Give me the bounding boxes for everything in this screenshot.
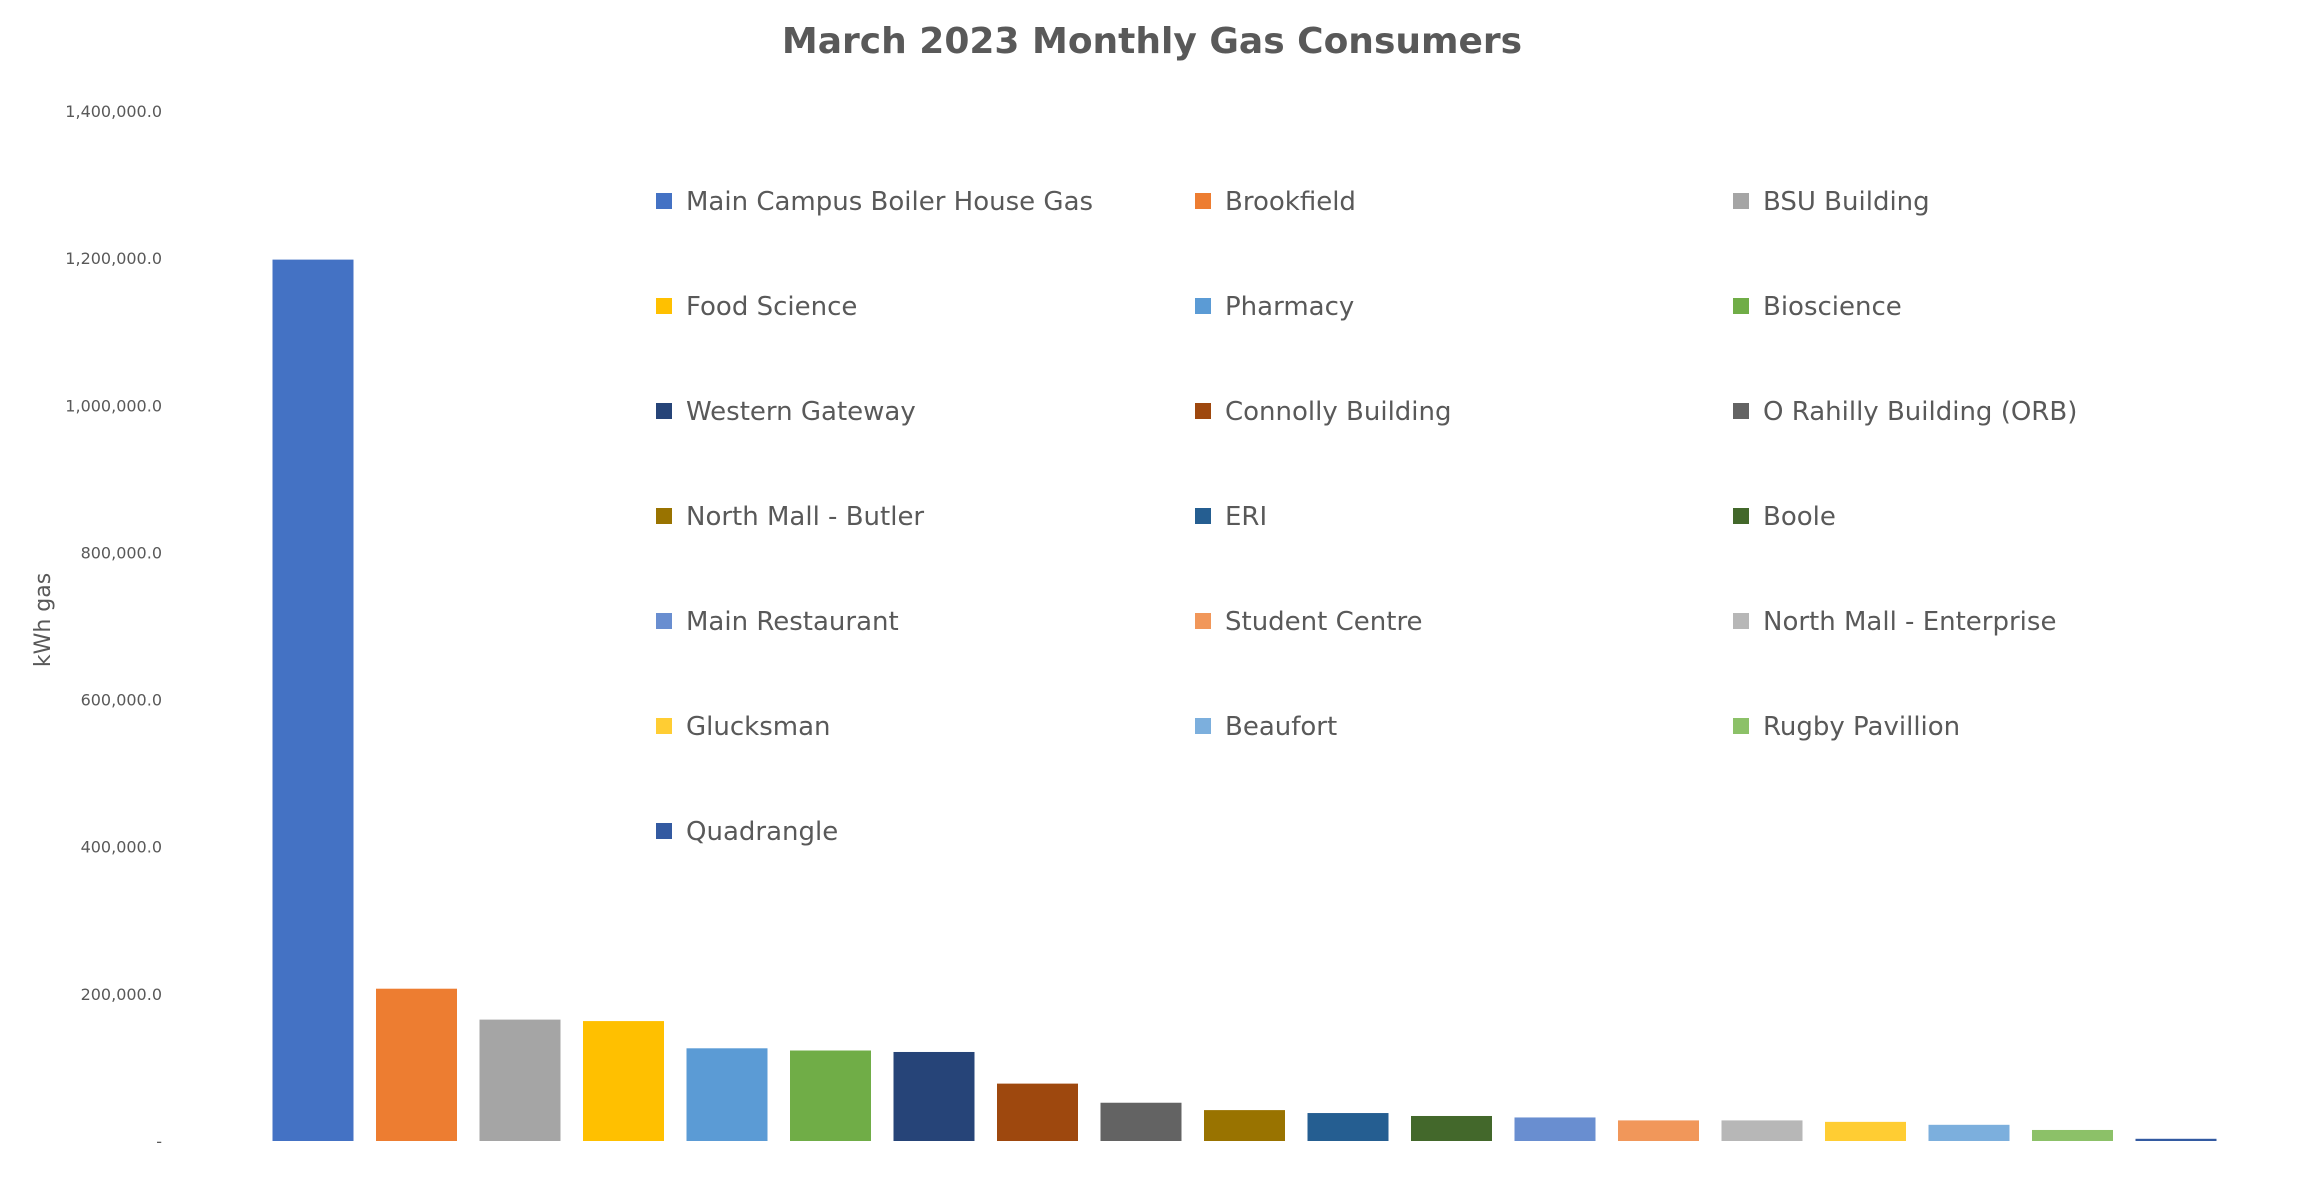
legend-item: Bioscience — [1733, 292, 1902, 322]
bar-north-mall-butler — [1204, 1110, 1285, 1141]
bar-bsu-building — [479, 1019, 561, 1141]
legend-swatch — [1733, 613, 1749, 629]
legend-item: Boole — [1733, 502, 1836, 532]
legend-item: Food Science — [656, 292, 857, 322]
bar-connolly-building — [997, 1083, 1078, 1141]
legend-label: Glucksman — [686, 712, 831, 742]
legend: Main Campus Boiler House Gas Brookfield BS… — [656, 187, 2077, 847]
y-tick-label: 800,000.0 — [81, 543, 162, 562]
legend-item: BSU Building — [1733, 187, 1930, 217]
bar-main-campus-boiler-house-gas — [272, 259, 354, 1142]
y-axis-ticks: - 200,000.0 400,000.0 600,000.0 800,000.0 1,0… — [65, 102, 162, 1151]
chart-title: March 2023 Monthly Gas Consumers — [782, 21, 1522, 62]
legend-label: BSU Building — [1763, 187, 1930, 217]
legend-swatch — [1195, 193, 1211, 209]
bar-main-restaurant — [1514, 1117, 1596, 1141]
legend-item: North Mall - Butler — [656, 502, 924, 532]
legend-item: Main Campus Boiler House Gas — [656, 187, 1093, 217]
bar-quadrangle — [2135, 1138, 2217, 1141]
y-tick-label: 600,000.0 — [81, 691, 162, 710]
bar-bioscience — [790, 1050, 871, 1141]
bar-brookfield — [376, 988, 457, 1141]
legend-swatch — [1733, 508, 1749, 524]
legend-label: Beaufort — [1225, 712, 1337, 742]
legend-swatch — [656, 508, 672, 524]
legend-item: Brookfield — [1195, 187, 1356, 217]
bar-rugby-pavillion — [2032, 1129, 2113, 1141]
legend-item: Western Gateway — [656, 397, 916, 427]
legend-label: ERI — [1225, 502, 1267, 532]
y-tick-label: 400,000.0 — [81, 838, 162, 857]
legend-item: Beaufort — [1195, 712, 1337, 742]
legend-item: Rugby Pavillion — [1733, 712, 1960, 742]
legend-label: Quadrangle — [686, 817, 838, 847]
y-tick-label: 1,000,000.0 — [65, 396, 162, 415]
bar-boole — [1411, 1115, 1492, 1141]
legend-swatch — [656, 718, 672, 734]
legend-label: Brookfield — [1225, 187, 1356, 217]
y-tick-label: - — [156, 1132, 162, 1151]
legend-swatch — [1733, 403, 1749, 419]
legend-item: Quadrangle — [656, 817, 838, 847]
legend-label: Bioscience — [1763, 292, 1902, 322]
legend-swatch — [1733, 298, 1749, 314]
legend-swatch — [1195, 508, 1211, 524]
legend-swatch — [656, 403, 672, 419]
legend-label: Main Campus Boiler House Gas — [686, 187, 1093, 217]
y-tick-label: 1,400,000.0 — [65, 102, 162, 121]
legend-label: Main Restaurant — [686, 607, 899, 637]
legend-swatch — [1195, 613, 1211, 629]
legend-label: Boole — [1763, 502, 1836, 532]
legend-swatch — [656, 613, 672, 629]
y-tick-label: 1,200,000.0 — [65, 249, 162, 268]
bar-north-mall-enterprise — [1721, 1120, 1803, 1141]
legend-label: Connolly Building — [1225, 397, 1452, 427]
legend-swatch — [1733, 193, 1749, 209]
legend-item: Main Restaurant — [656, 607, 899, 637]
legend-swatch — [1195, 718, 1211, 734]
bar-beaufort — [1928, 1124, 2010, 1141]
legend-item: ERI — [1195, 502, 1267, 532]
bar-western-gateway — [893, 1051, 975, 1141]
bar-o-rahilly-building-orb — [1100, 1102, 1182, 1141]
legend-swatch — [656, 193, 672, 209]
legend-item: Student Centre — [1195, 607, 1423, 637]
bar-glucksman — [1825, 1121, 1906, 1141]
legend-swatch — [656, 298, 672, 314]
legend-label: Student Centre — [1225, 607, 1423, 637]
bar-pharmacy — [686, 1048, 768, 1141]
y-tick-label: 200,000.0 — [81, 985, 162, 1004]
legend-item: Connolly Building — [1195, 397, 1452, 427]
legend-label: Rugby Pavillion — [1763, 712, 1960, 742]
legend-label: Pharmacy — [1225, 292, 1354, 322]
legend-label: Western Gateway — [686, 397, 916, 427]
legend-swatch — [1733, 718, 1749, 734]
legend-swatch — [1195, 403, 1211, 419]
bar-eri — [1307, 1113, 1389, 1141]
legend-item: Glucksman — [656, 712, 831, 742]
legend-swatch — [1195, 298, 1211, 314]
legend-swatch — [656, 823, 672, 839]
legend-label: O Rahilly Building (ORB) — [1763, 397, 2077, 427]
bar-food-science — [583, 1021, 664, 1141]
bar-student-centre — [1618, 1120, 1699, 1141]
legend-label: North Mall - Enterprise — [1763, 607, 2056, 637]
legend-item: Pharmacy — [1195, 292, 1354, 322]
bars — [272, 259, 2217, 1142]
y-axis-label: kWh gas — [31, 573, 56, 667]
legend-item: North Mall - Enterprise — [1733, 607, 2056, 637]
legend-item: O Rahilly Building (ORB) — [1733, 397, 2077, 427]
legend-label: Food Science — [686, 292, 857, 322]
legend-label: North Mall - Butler — [686, 502, 924, 532]
